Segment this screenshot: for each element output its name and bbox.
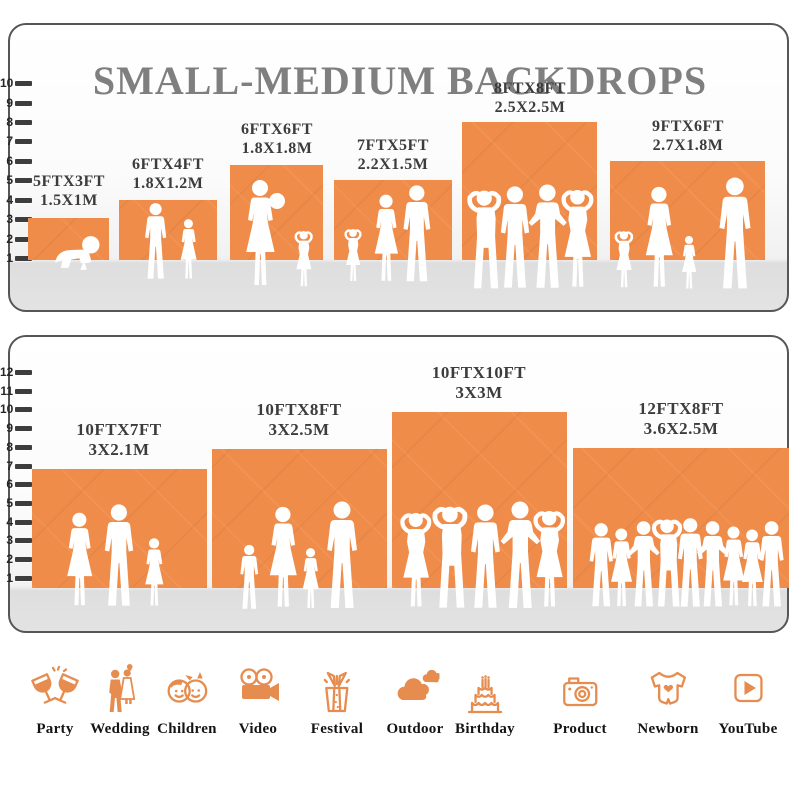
- ruler-tick: 5: [0, 496, 32, 510]
- backdrop-label: 10FTX10FT 3X3M: [431, 363, 527, 403]
- ruler-tick: 3: [0, 533, 32, 547]
- figures-family-three: [344, 185, 431, 283]
- figures-four-adults: [464, 184, 600, 290]
- ruler-tick: 10: [0, 402, 33, 416]
- page-title: SMALL-MEDIUM BACKDROPS: [92, 57, 708, 103]
- outdoor-icon: [397, 669, 439, 700]
- category-children: Children: [157, 664, 217, 738]
- backdrop-label: 6FTX6FT 1.8X1.8M: [241, 121, 313, 158]
- ruler-tick: 12: [0, 365, 33, 379]
- category-newborn: Newborn: [637, 664, 698, 738]
- figures-boy-girl: [145, 203, 197, 279]
- youtube-icon: [733, 673, 763, 703]
- ruler-tick: 8: [0, 115, 32, 129]
- ruler-tick: 5: [0, 173, 32, 187]
- ruler-tick: 9: [0, 421, 32, 435]
- category-label: Newborn: [637, 721, 699, 737]
- category-label: Outdoor: [386, 721, 444, 737]
- ruler-tick: 7: [0, 459, 32, 473]
- category-label: Wedding: [90, 721, 150, 737]
- category-video: Video: [234, 664, 282, 738]
- category-birthday: Birthday: [455, 664, 515, 738]
- figures-crawling-baby: [55, 236, 100, 271]
- ruler-tick: 7: [0, 134, 32, 148]
- category-label: YouTube: [718, 721, 778, 737]
- backdrop-label: 5FTX3FT 1.5X1M: [33, 173, 105, 210]
- ruler-tick: 3: [0, 212, 32, 226]
- ruler-tick: 1: [0, 251, 32, 265]
- birthday-icon: [467, 675, 503, 714]
- backdrop-rect-10x8: [212, 449, 387, 588]
- backdrop-label: 8FTX8FT 2.5X2.5M: [494, 80, 566, 117]
- category-label: Children: [157, 721, 217, 737]
- ruler-tick: 10: [0, 76, 33, 90]
- children-icon: [167, 672, 208, 703]
- backdrop-rect-6x4: [119, 200, 217, 260]
- ruler-tick: 1: [0, 571, 32, 585]
- category-youtube: YouTube: [718, 664, 777, 738]
- ruler-tick: 2: [0, 232, 32, 246]
- backdrop-label: 6FTX4FT 1.8X1.2M: [132, 156, 204, 193]
- category-label: Birthday: [455, 721, 515, 737]
- category-party: Party: [31, 664, 79, 738]
- ruler-tick: 6: [0, 477, 32, 491]
- category-label: Product: [553, 721, 607, 737]
- category-label: Party: [36, 721, 74, 737]
- festival-icon: [323, 671, 351, 713]
- video-icon: [240, 668, 279, 701]
- newborn-icon: [650, 671, 686, 705]
- product-icon: [562, 677, 598, 707]
- ruler-tick: 6: [0, 154, 32, 168]
- category-label: Video: [238, 721, 278, 737]
- ruler-tick: 2: [0, 552, 32, 566]
- ruler-tick: 9: [0, 96, 32, 110]
- backdrop-label: 12FTX8FT 3.6X2.5M: [638, 399, 724, 439]
- backdrop-label: 10FTX7FT 3X2.1M: [76, 420, 162, 460]
- figures-mother-children: [246, 180, 313, 288]
- figures-five-adults: [396, 501, 564, 610]
- backdrop-label: 10FTX8FT 3X2.5M: [256, 400, 342, 440]
- ruler-tick: 11: [0, 384, 32, 398]
- figures-couple-child: [67, 504, 164, 606]
- category-festival: Festival: [311, 664, 363, 738]
- category-label: Festival: [310, 721, 364, 737]
- backdrop-rect-12x8: [573, 448, 789, 588]
- category-outdoor: Outdoor: [386, 664, 443, 738]
- backdrop-label: 9FTX6FT 2.7X1.8M: [652, 118, 724, 155]
- category-wedding: Wedding: [90, 664, 150, 738]
- figures-family-holding-hands: [240, 501, 357, 609]
- category-product: Product: [553, 664, 607, 738]
- party-icon: [31, 665, 79, 704]
- figures-crowd: [589, 512, 784, 608]
- ruler-tick: 4: [0, 515, 32, 529]
- figures-family-four: [614, 177, 751, 289]
- wedding-icon: [109, 664, 136, 712]
- ruler-tick: 8: [0, 440, 32, 454]
- ruler-tick: 4: [0, 193, 32, 207]
- backdrop-label: 7FTX5FT 2.2X1.5M: [357, 137, 429, 174]
